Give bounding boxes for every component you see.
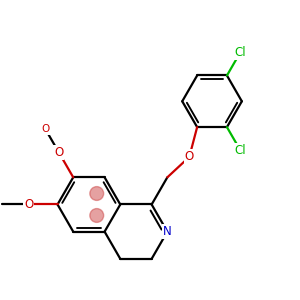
Text: N: N — [163, 225, 172, 238]
Text: Cl: Cl — [235, 144, 246, 157]
Text: O: O — [41, 124, 50, 134]
Circle shape — [90, 187, 104, 200]
Text: Cl: Cl — [235, 46, 246, 59]
Text: O: O — [185, 150, 194, 164]
Text: O: O — [54, 146, 63, 159]
Circle shape — [90, 208, 104, 222]
Text: O: O — [24, 198, 33, 211]
